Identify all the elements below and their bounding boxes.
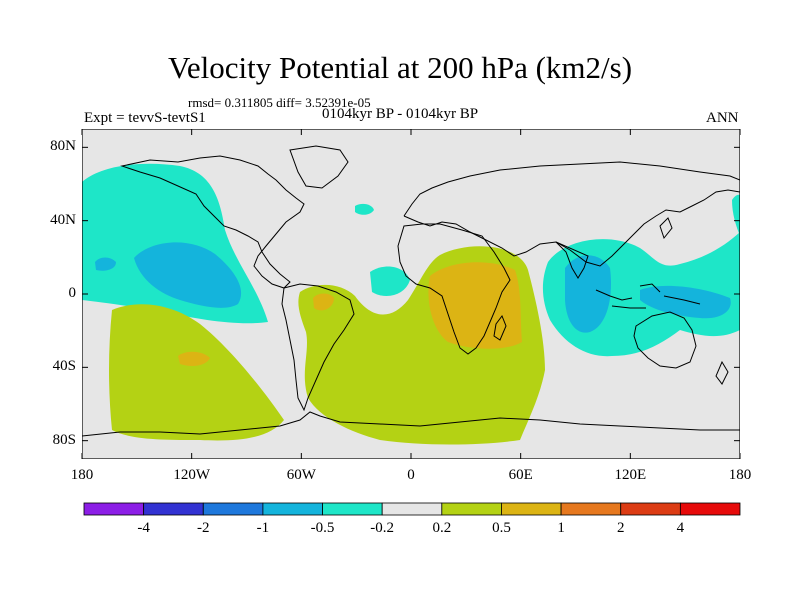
colorbar-swatch [679,502,741,516]
map-title: Velocity Potential at 200 hPa (km2/s) [167,50,633,85]
field-north-atlantic [355,203,374,215]
colorbar-swatch [620,502,681,516]
coast-japan [659,217,673,240]
colorbar-swatch [501,502,562,516]
field-east-pacific [95,257,116,271]
colorbar-swatch [202,502,264,516]
lat-tick-label: 0 [68,285,77,301]
coast-south-america [281,283,355,412]
lat-tick-label: 80S [52,431,76,448]
coast-india [555,241,589,279]
lon-tick-label: 60W [286,467,316,483]
field-north-pacific-edge [82,176,104,200]
season-label: ANN [706,110,739,126]
colorbar-level-label: 2 [616,520,625,536]
lat-tick-label: 80N [50,138,76,155]
coast-madagascar [493,314,507,341]
colorbar-swatch [381,502,443,516]
colorbar-level-label: -4 [137,520,150,536]
field-western-pacific [640,285,731,319]
colorbar-swatch [83,502,145,516]
field-atlantic-east [370,266,410,296]
colorbar-swatch [560,502,622,516]
field-amazon [313,293,334,311]
lon-tick-label: 0 [407,467,415,483]
lon-tick-label: 180 [70,467,94,483]
lon-tick-label: 60E [508,467,533,483]
field-southeast-pacific [178,351,210,366]
colorbar-level-label: 1 [557,520,565,536]
lat-tick-label: 40N [50,211,76,228]
axis-ticks [81,129,741,459]
colorbar-level-label: 0.5 [492,520,511,536]
stats-text: rmsd= 0.311805 diff= 3.52391e-05 [188,95,371,110]
coast-greenland [289,145,349,189]
colorbar [83,502,741,516]
lon-tick-label: 120W [173,467,210,483]
lat-tick-label: 40S [52,358,76,375]
colorbar-level-label: 0.2 [432,520,452,536]
lon-tick-label: 180 [728,467,752,483]
colorbar-swatch [143,502,204,516]
coast-north-america [120,155,305,289]
field-central-pacific [134,242,242,308]
field-western-pacific-blob [732,194,740,236]
colorbar-level-label: -2 [197,520,210,536]
coast-africa [397,223,511,355]
map-plot [82,129,740,459]
colorbar-swatch [262,502,323,516]
coast-new-zealand [715,360,729,385]
field-south-pacific [109,304,284,441]
coastlines [82,145,740,437]
colorbar-level-label: -0.5 [310,520,335,536]
coast-australia [633,311,697,369]
colorbar-swatch [441,502,502,516]
lon-tick-label: 120E [614,467,647,483]
coast-antarctica [82,411,740,437]
period-label: 0104kyr BP - 0104kyr BP [322,106,479,122]
colorbar-swatch [322,502,383,516]
coast-indonesia [595,283,701,309]
colorbar-level-label: 4 [676,520,685,536]
colorbar-level-label: -0.2 [370,520,395,536]
colorbar-level-label: -1 [256,520,270,536]
experiment-label: Expt = tevvS-tevtS1 [84,110,206,126]
field-east-africa [428,262,522,349]
